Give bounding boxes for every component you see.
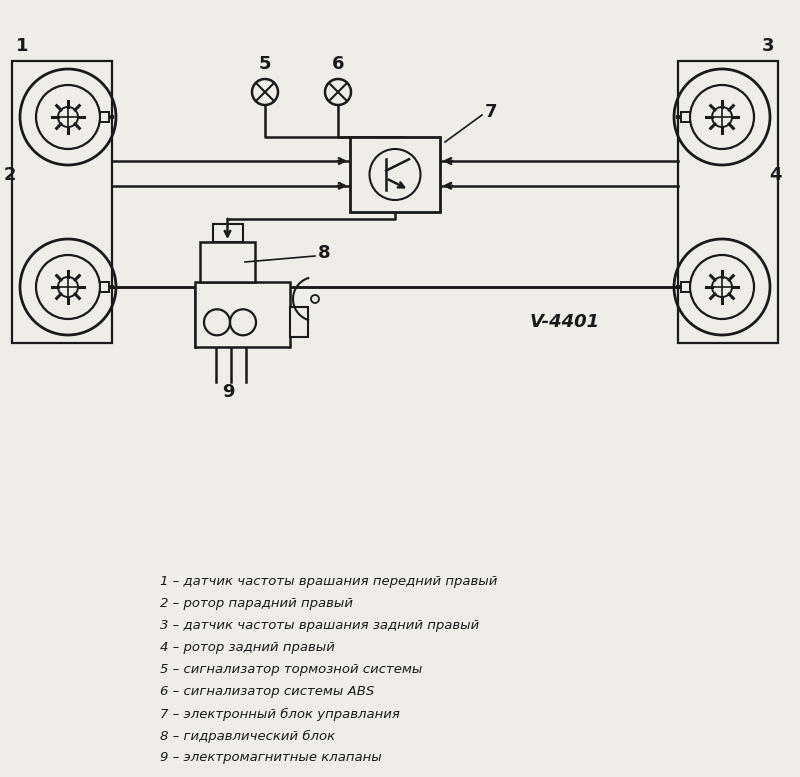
Bar (200, 242, 255, 282)
Text: 6: 6 (332, 55, 344, 73)
Text: 8: 8 (318, 244, 330, 262)
Bar (681, 112, 690, 122)
Text: 1 – датчик частоты врашания передний правый: 1 – датчик частоты врашания передний пра… (160, 576, 498, 588)
Text: 4: 4 (769, 166, 782, 184)
Text: 3: 3 (762, 37, 774, 55)
Text: 8 – гидравлический блок: 8 – гидравлический блок (160, 730, 335, 743)
Bar (100, 112, 109, 122)
Bar (100, 282, 109, 292)
Bar (290, 307, 308, 337)
Text: 5 – сигнализатор тормозной системы: 5 – сигнализатор тормозной системы (160, 664, 422, 677)
Circle shape (675, 114, 681, 120)
Text: V-4401: V-4401 (530, 313, 600, 331)
Bar (678, 61, 778, 343)
Bar (350, 137, 440, 212)
Bar (12, 61, 112, 343)
Circle shape (110, 114, 114, 120)
Text: 7 – электронный блок управлания: 7 – электронный блок управлания (160, 708, 400, 720)
Text: 9 – электромагнитные клапаны: 9 – электромагнитные клапаны (160, 751, 382, 765)
Bar (681, 282, 690, 292)
Text: 3 – датчик частоты врашания задний правый: 3 – датчик частоты врашания задний правы… (160, 619, 479, 632)
Bar (213, 224, 242, 242)
Bar (195, 282, 290, 347)
Text: 5: 5 (258, 55, 271, 73)
Text: 1: 1 (16, 37, 28, 55)
Circle shape (110, 284, 114, 290)
Text: 2: 2 (4, 166, 16, 184)
Text: 9: 9 (222, 383, 234, 401)
Text: 4 – ротор задний правый: 4 – ротор задний правый (160, 642, 335, 654)
Text: 6 – сигнализатор системы ABS: 6 – сигнализатор системы ABS (160, 685, 374, 699)
Text: 7: 7 (485, 103, 498, 121)
Text: 2 – ротор парадний правый: 2 – ротор парадний правый (160, 598, 353, 611)
Circle shape (675, 284, 681, 290)
